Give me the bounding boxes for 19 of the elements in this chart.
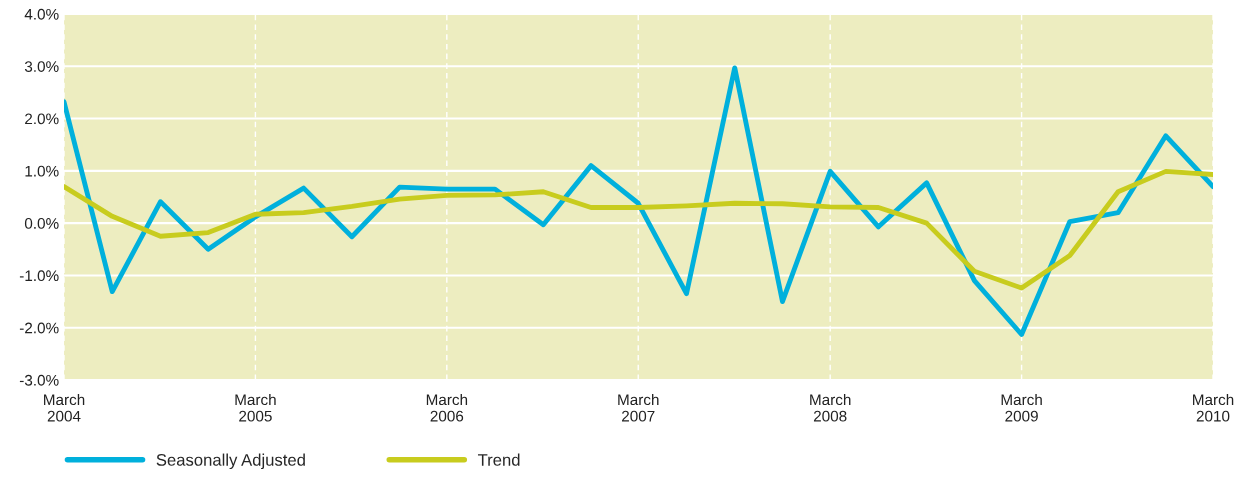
y-tick-label: 3.0% [24, 61, 59, 72]
x-tick-label: March 2006 [426, 393, 468, 422]
y-tick-label: -2.0% [19, 322, 59, 334]
line-series [64, 65, 1213, 337]
legend-label: Trend [477, 453, 520, 466]
y-tick-label: -1.0% [19, 270, 59, 282]
y-tick-label: 4.0% [24, 8, 59, 20]
x-tick-label: March 2005 [235, 393, 276, 422]
y-tick-label: 1.0% [25, 165, 59, 177]
y-tick-label: 2.0% [25, 113, 59, 125]
x-tick-label: March 2008 [810, 393, 851, 422]
x-tick-label: March 2010 [1193, 393, 1234, 422]
y-tick-label: 0.0% [24, 218, 59, 229]
legend-label: Seasonally Adjusted [156, 453, 305, 470]
y-tick-label: -3.0% [19, 374, 59, 386]
x-tick-label: March 2004 [44, 393, 85, 422]
x-tick-label: March 2007 [618, 393, 659, 422]
line-series [64, 168, 1213, 291]
x-tick-label: March 2009 [1001, 393, 1042, 422]
